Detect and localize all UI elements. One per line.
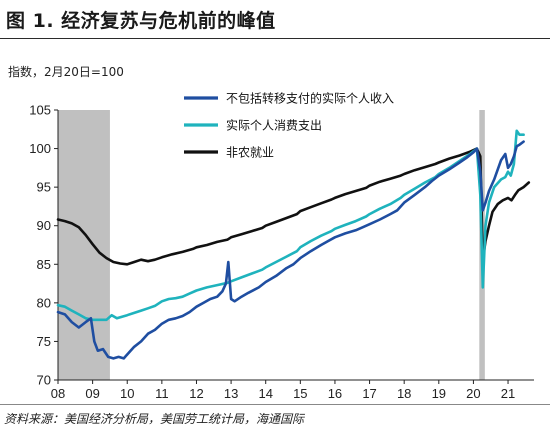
- x-tick-label: 13: [224, 386, 238, 401]
- x-tick-label: 19: [432, 386, 446, 401]
- x-tick-label: 18: [397, 386, 411, 401]
- title-divider: [0, 38, 550, 39]
- legend-label-1: 不包括转移支付的实际个人收入: [226, 91, 394, 106]
- source-note: 资料来源：美国经济分析局，美国劳工统计局，海通国际: [4, 412, 305, 426]
- x-tick-label: 11: [155, 386, 169, 401]
- legend-label-2: 实际个人消费支出: [226, 118, 322, 133]
- y-tick-label: 90: [37, 218, 51, 233]
- x-tick-label: 14: [258, 386, 272, 401]
- y-tick-label: 100: [29, 141, 51, 156]
- x-tick-label: 12: [189, 386, 203, 401]
- source-divider: [0, 404, 550, 405]
- y-tick-label: 85: [37, 257, 51, 272]
- x-tick-label: 10: [120, 386, 134, 401]
- axes: 70 75 80 85 90 95 100 105 08 09 10 11 12 13 14 15 16 17 18…: [29, 103, 534, 401]
- line-chart: 指数，2月20日=100 70 75 80 85 90 95 100 105 08 09 10 11 1…: [8, 64, 534, 401]
- y-tick-label: 70: [37, 373, 51, 388]
- x-tick-label: 21: [501, 386, 515, 401]
- y-axis-unit-label: 指数，2月20日=100: [8, 64, 124, 79]
- series-line-2: [56, 129, 525, 322]
- y-tick-label: 80: [37, 295, 51, 310]
- series-line-1: [56, 140, 525, 360]
- title-bar: 图 1. 经济复苏与危机前的峰值: [0, 0, 550, 40]
- y-tick-label: 75: [37, 334, 51, 349]
- x-tick-label: 17: [362, 386, 376, 401]
- x-tick-label: 08: [51, 386, 65, 401]
- x-tick-label: 15: [293, 386, 307, 401]
- series-line-3: [56, 147, 531, 266]
- series-lines: [56, 129, 531, 360]
- page-title: 图 1. 经济复苏与危机前的峰值: [6, 10, 276, 32]
- y-tick-label: 95: [37, 180, 51, 195]
- legend-label-3: 非农就业: [226, 146, 274, 160]
- x-tick-label: 16: [328, 386, 342, 401]
- x-tick-label: 20: [466, 386, 480, 401]
- recession-band-1: [58, 110, 110, 380]
- x-tick-label: 09: [85, 386, 99, 401]
- y-tick-label: 105: [29, 103, 51, 118]
